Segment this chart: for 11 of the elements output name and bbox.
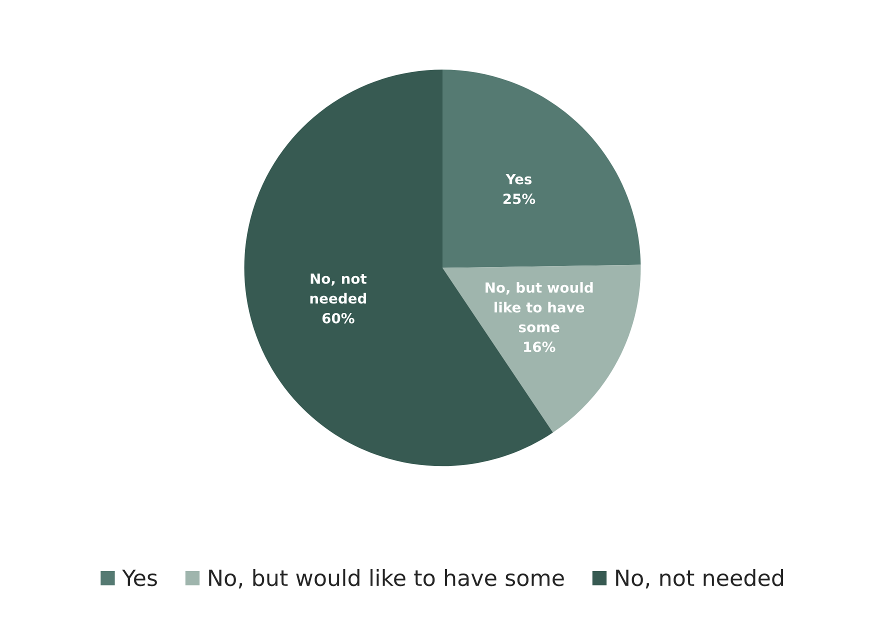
slice-label: No, but would like to have some [486, 282, 593, 332]
legend-label: Yes [122, 570, 157, 586]
pie-slice [442, 264, 641, 433]
data-label: 60% [322, 312, 354, 324]
slice-label: No, not needed [310, 274, 367, 304]
legend-label: No, but would like to have some [209, 569, 564, 588]
legend-label: No, not needed [616, 569, 784, 588]
data-label: 25% [503, 194, 536, 204]
slice-label: Yes [506, 174, 532, 184]
data-label: 16% [524, 342, 556, 352]
pie-slice [442, 70, 641, 268]
